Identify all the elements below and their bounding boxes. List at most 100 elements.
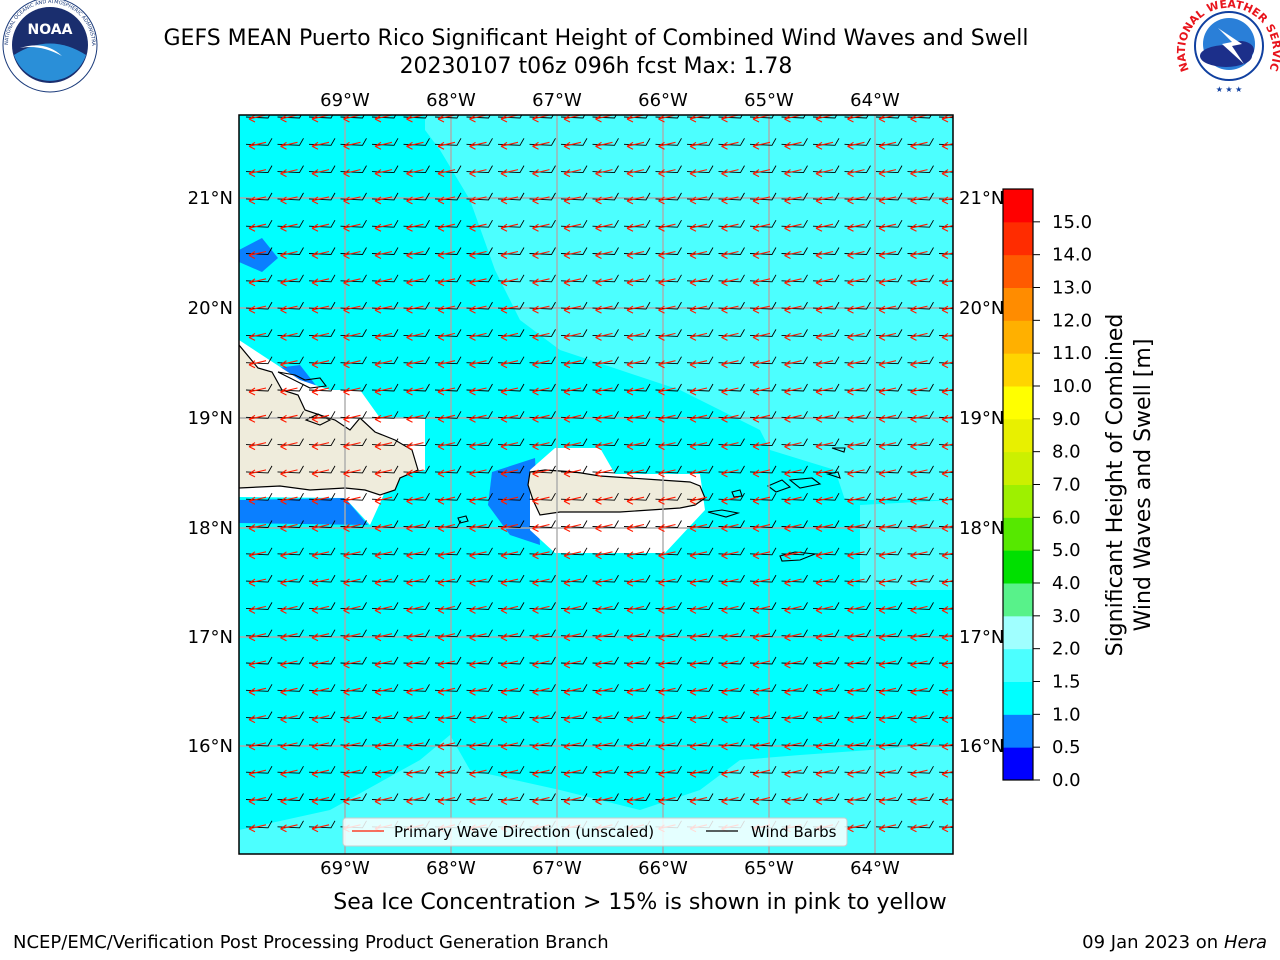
wave-direction-arrow (595, 442, 613, 451)
wind-barb (308, 219, 336, 228)
wave-direction-arrow (626, 196, 645, 205)
wave-direction-arrow (374, 169, 393, 178)
wind-barb (245, 492, 273, 501)
wave-direction-arrow (721, 196, 739, 205)
wind-barb (938, 444, 953, 446)
wind-barb (907, 629, 934, 638)
wind-barb (875, 329, 903, 337)
wind-barb (749, 138, 777, 146)
wind-barb (938, 389, 953, 392)
wave-direction-arrow (878, 687, 897, 696)
wave-direction-arrow (437, 496, 456, 505)
wind-barb (277, 602, 304, 610)
wave-direction-arrow (941, 169, 953, 178)
wind-barb (749, 602, 777, 610)
wind-barb (592, 115, 617, 119)
wave-direction-arrow (343, 387, 361, 396)
wave-direction-arrow (941, 196, 953, 205)
wave-direction-arrow (374, 387, 393, 396)
wind-barb (340, 274, 367, 283)
wind-barb (655, 301, 682, 310)
wave-direction-arrow (280, 250, 298, 259)
wind-barb (907, 356, 934, 365)
wind-barb (466, 192, 493, 201)
wave-direction-arrow (469, 523, 487, 532)
wave-direction-arrow (721, 523, 739, 532)
wave-direction-arrow (658, 169, 676, 178)
wave-direction-arrow (847, 633, 865, 642)
wind-barb (497, 192, 525, 201)
noaa-logo: NOAA NATIONAL OCEANIC AND ATMOSPHERIC AD… (0, 0, 98, 93)
wind-barb (623, 684, 651, 692)
wind-barb (466, 411, 493, 419)
wind-barb (497, 115, 523, 119)
wave-direction-arrow (878, 796, 897, 805)
wind-barb (655, 711, 682, 720)
wave-direction-arrow (406, 687, 424, 696)
wave-direction-arrow (752, 278, 771, 287)
wind-barb (749, 738, 777, 747)
wind-barb (907, 547, 934, 556)
chart-title: GEFS MEAN Puerto Rico Significant Height… (163, 26, 1029, 51)
wind-barb (277, 219, 304, 228)
wave-direction-arrow (878, 715, 897, 724)
wave-direction-arrow (563, 769, 582, 778)
wave-direction-arrow (595, 523, 613, 532)
wind-barb (403, 656, 430, 665)
wave-direction-arrow (721, 169, 739, 178)
wind-barb (371, 602, 399, 610)
wave-direction-arrow (752, 360, 771, 369)
wind-barb (812, 247, 840, 255)
wave-direction-arrow (311, 414, 330, 423)
wind-barb (938, 607, 953, 610)
colorbar-tick-label: 3.0 (1052, 606, 1081, 627)
wind-barb (245, 301, 273, 310)
wind-barb (308, 684, 336, 692)
wind-barb (529, 301, 556, 310)
wave-direction-arrow (437, 387, 456, 396)
wind-barb (718, 656, 745, 665)
wave-direction-arrow (437, 633, 456, 642)
wave-direction-arrow (941, 332, 953, 341)
wind-barb (718, 138, 745, 146)
wind-barb (812, 383, 840, 392)
wave-direction-arrow (784, 742, 802, 751)
wind-barb (907, 574, 934, 583)
wave-direction-arrow (532, 332, 550, 341)
wind-barb (277, 115, 302, 119)
wave-direction-arrow (406, 169, 424, 178)
wind-barb (623, 602, 651, 610)
wave-direction-arrow (784, 414, 802, 423)
wave-direction-arrow (469, 332, 487, 341)
wind-barb (686, 793, 714, 801)
colorbar-tick-label: 9.0 (1052, 409, 1081, 430)
wave-direction-arrow (784, 469, 802, 478)
wind-barb (560, 793, 588, 801)
svg-text:★ ★ ★: ★ ★ ★ (1216, 85, 1243, 94)
wave-direction-arrow (626, 442, 645, 451)
wave-direction-arrow (721, 360, 739, 369)
wave-direction-arrow (721, 742, 739, 751)
wind-barb (308, 138, 336, 146)
wave-direction-arrow (406, 332, 424, 341)
wind-barb (340, 765, 367, 774)
wind-barb (308, 356, 336, 365)
wave-direction-arrow (847, 332, 865, 341)
wind-barb (403, 438, 430, 447)
wave-direction-arrow (563, 332, 582, 341)
chart-subtitle-forecast: 20230107 t06z 096h fcst Max: 1.78 (399, 54, 793, 79)
wind-barb (529, 492, 556, 501)
wave-direction-arrow (437, 305, 456, 314)
wave-direction-arrow (437, 469, 456, 478)
wave-direction-arrow (815, 796, 834, 805)
wave-direction-arrow (248, 769, 267, 778)
wave-direction-arrow (658, 715, 676, 724)
wind-barb (340, 138, 367, 146)
wave-direction-arrow (878, 141, 897, 150)
wave-direction-arrow (815, 278, 834, 287)
wind-barb (844, 329, 871, 337)
wind-barb (466, 765, 493, 774)
wind-barb (560, 465, 588, 474)
wave-direction-arrow (878, 633, 897, 642)
wave-direction-arrow (752, 250, 771, 259)
